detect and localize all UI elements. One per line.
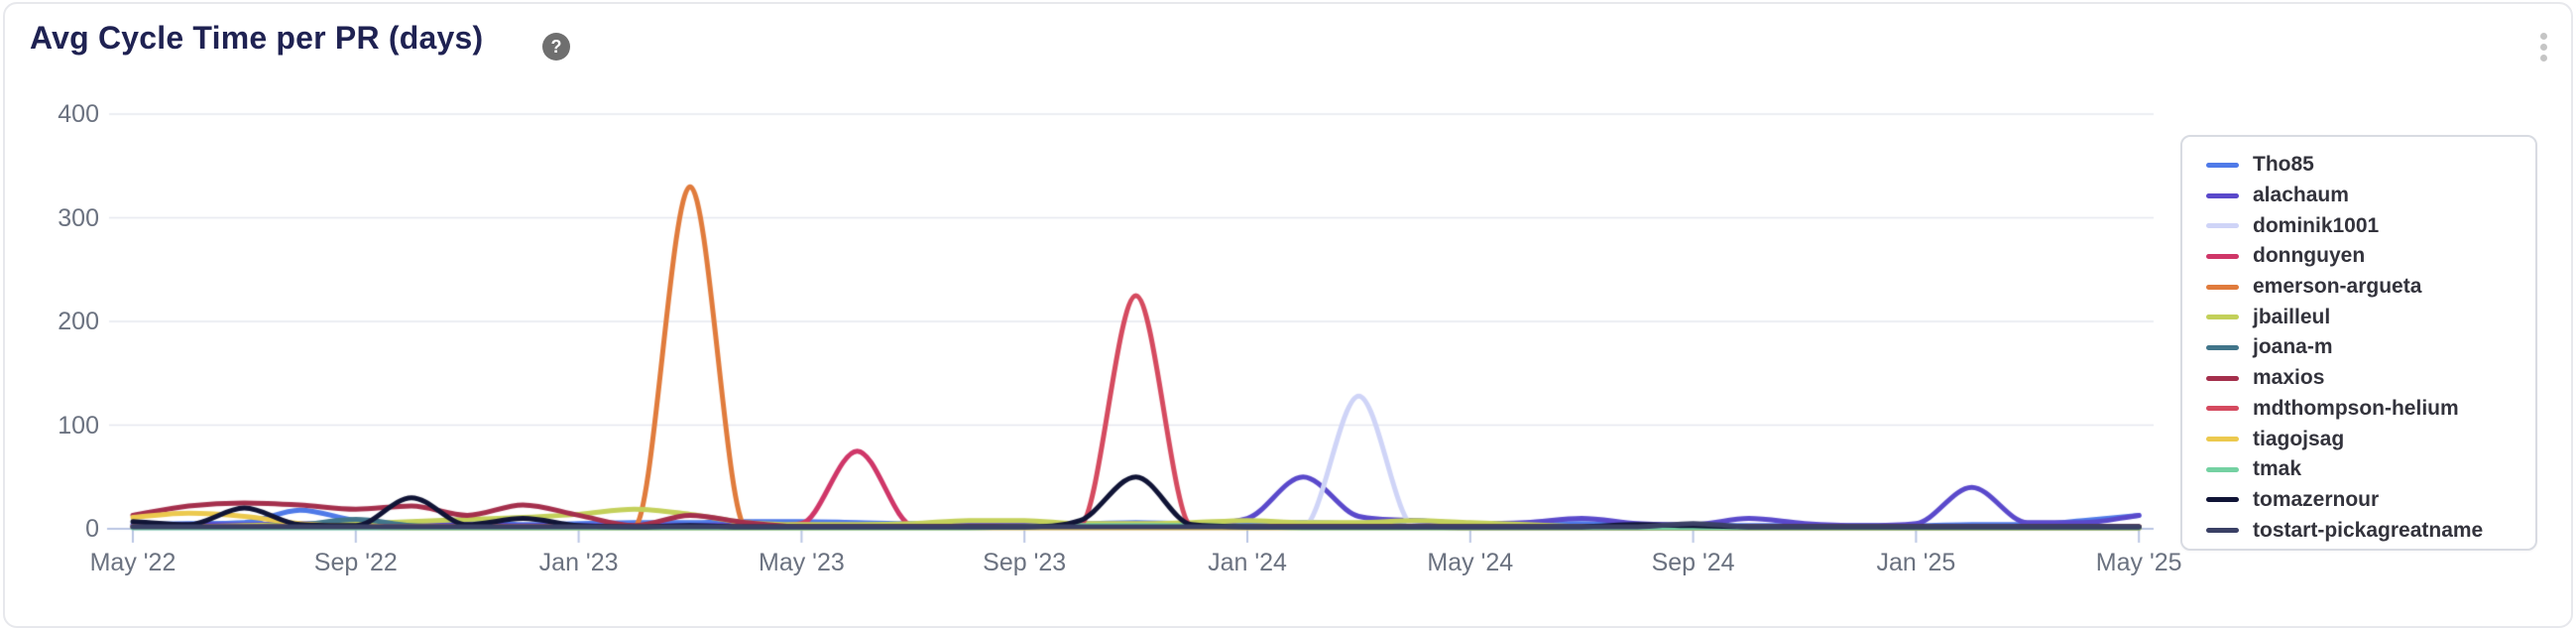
legend-swatch xyxy=(2206,375,2239,381)
kebab-dot xyxy=(2540,33,2547,40)
y-axis-tick-label: 300 xyxy=(58,203,99,232)
x-axis-tick-label: Sep '24 xyxy=(1651,549,1735,576)
legend-label: alachaum xyxy=(2253,184,2349,207)
legend-swatch xyxy=(2206,315,2239,320)
y-axis-tick-label: 200 xyxy=(58,308,99,335)
legend-swatch xyxy=(2206,344,2239,350)
legend-label: tmak xyxy=(2253,457,2302,481)
x-axis-tick-label: Jan '23 xyxy=(538,549,619,576)
legend-item-jbailleul[interactable]: jbailleul xyxy=(2182,302,2535,332)
legend-swatch xyxy=(2206,528,2239,534)
legend-swatch xyxy=(2206,406,2239,412)
legend-swatch xyxy=(2206,253,2239,259)
legend-item-tmak[interactable]: tmak xyxy=(2182,454,2535,485)
y-axis-tick-label: 0 xyxy=(85,515,99,543)
legend-swatch xyxy=(2206,466,2239,472)
legend-label: Tho85 xyxy=(2253,153,2314,177)
kebab-dot xyxy=(2540,44,2547,51)
legend-item-emerson-argueta[interactable]: emerson-argueta xyxy=(2182,272,2535,303)
y-axis-tick-label: 400 xyxy=(58,100,99,128)
legend-swatch xyxy=(2206,497,2239,503)
x-axis-tick-label: May '24 xyxy=(1427,549,1514,576)
chart-title: Avg Cycle Time per PR (days) xyxy=(30,20,484,56)
legend-label: jbailleul xyxy=(2253,305,2331,328)
kebab-dot xyxy=(2540,55,2547,62)
x-axis-tick-label: Sep '22 xyxy=(313,549,398,576)
kebab-menu-icon[interactable] xyxy=(2540,33,2547,62)
legend-label: maxios xyxy=(2253,366,2325,390)
legend-label: emerson-argueta xyxy=(2253,275,2422,299)
legend-item-tiagojsag[interactable]: tiagojsag xyxy=(2182,424,2535,454)
legend-item-tomazernour[interactable]: tomazernour xyxy=(2182,485,2535,516)
legend-item-donnguyen[interactable]: donnguyen xyxy=(2182,241,2535,272)
legend-item-Tho85[interactable]: Tho85 xyxy=(2182,150,2535,181)
x-axis-tick-label: Sep '23 xyxy=(983,549,1067,576)
legend-item-tostart-pickagreatname[interactable]: tostart-pickagreatname xyxy=(2182,515,2535,546)
legend-swatch xyxy=(2206,284,2239,290)
legend-swatch xyxy=(2206,162,2239,168)
legend-swatch xyxy=(2206,437,2239,442)
help-icon[interactable]: ? xyxy=(542,33,570,61)
x-axis-tick-label: May '23 xyxy=(759,549,845,576)
legend-label: donnguyen xyxy=(2253,244,2366,268)
legend-item-dominik1001[interactable]: dominik1001 xyxy=(2182,210,2535,241)
legend-swatch xyxy=(2206,223,2239,229)
chart-legend: Tho85 alachaum dominik1001 donnguyen emerson… xyxy=(2180,135,2537,551)
legend-item-mdthompson-helium[interactable]: mdthompson-helium xyxy=(2182,394,2535,425)
legend-label: tiagojsag xyxy=(2253,427,2345,450)
legend-item-alachaum[interactable]: alachaum xyxy=(2182,181,2535,211)
legend-label: dominik1001 xyxy=(2253,213,2380,237)
x-axis-tick-label: Jan '25 xyxy=(1876,549,1956,576)
legend-swatch xyxy=(2206,192,2239,198)
legend-label: tomazernour xyxy=(2253,487,2380,511)
legend-label: tostart-pickagreatname xyxy=(2253,518,2484,542)
y-axis-tick-label: 100 xyxy=(58,411,99,440)
x-axis-tick-label: Jan '24 xyxy=(1208,549,1287,576)
x-axis-tick-label: May '25 xyxy=(2095,549,2182,576)
help-glyph: ? xyxy=(550,36,562,57)
legend-item-maxios[interactable]: maxios xyxy=(2182,363,2535,394)
x-axis-tick-label: May '22 xyxy=(89,549,176,576)
legend-label: joana-m xyxy=(2253,335,2333,359)
legend-item-joana-m[interactable]: joana-m xyxy=(2182,332,2535,363)
legend-label: mdthompson-helium xyxy=(2253,396,2459,420)
